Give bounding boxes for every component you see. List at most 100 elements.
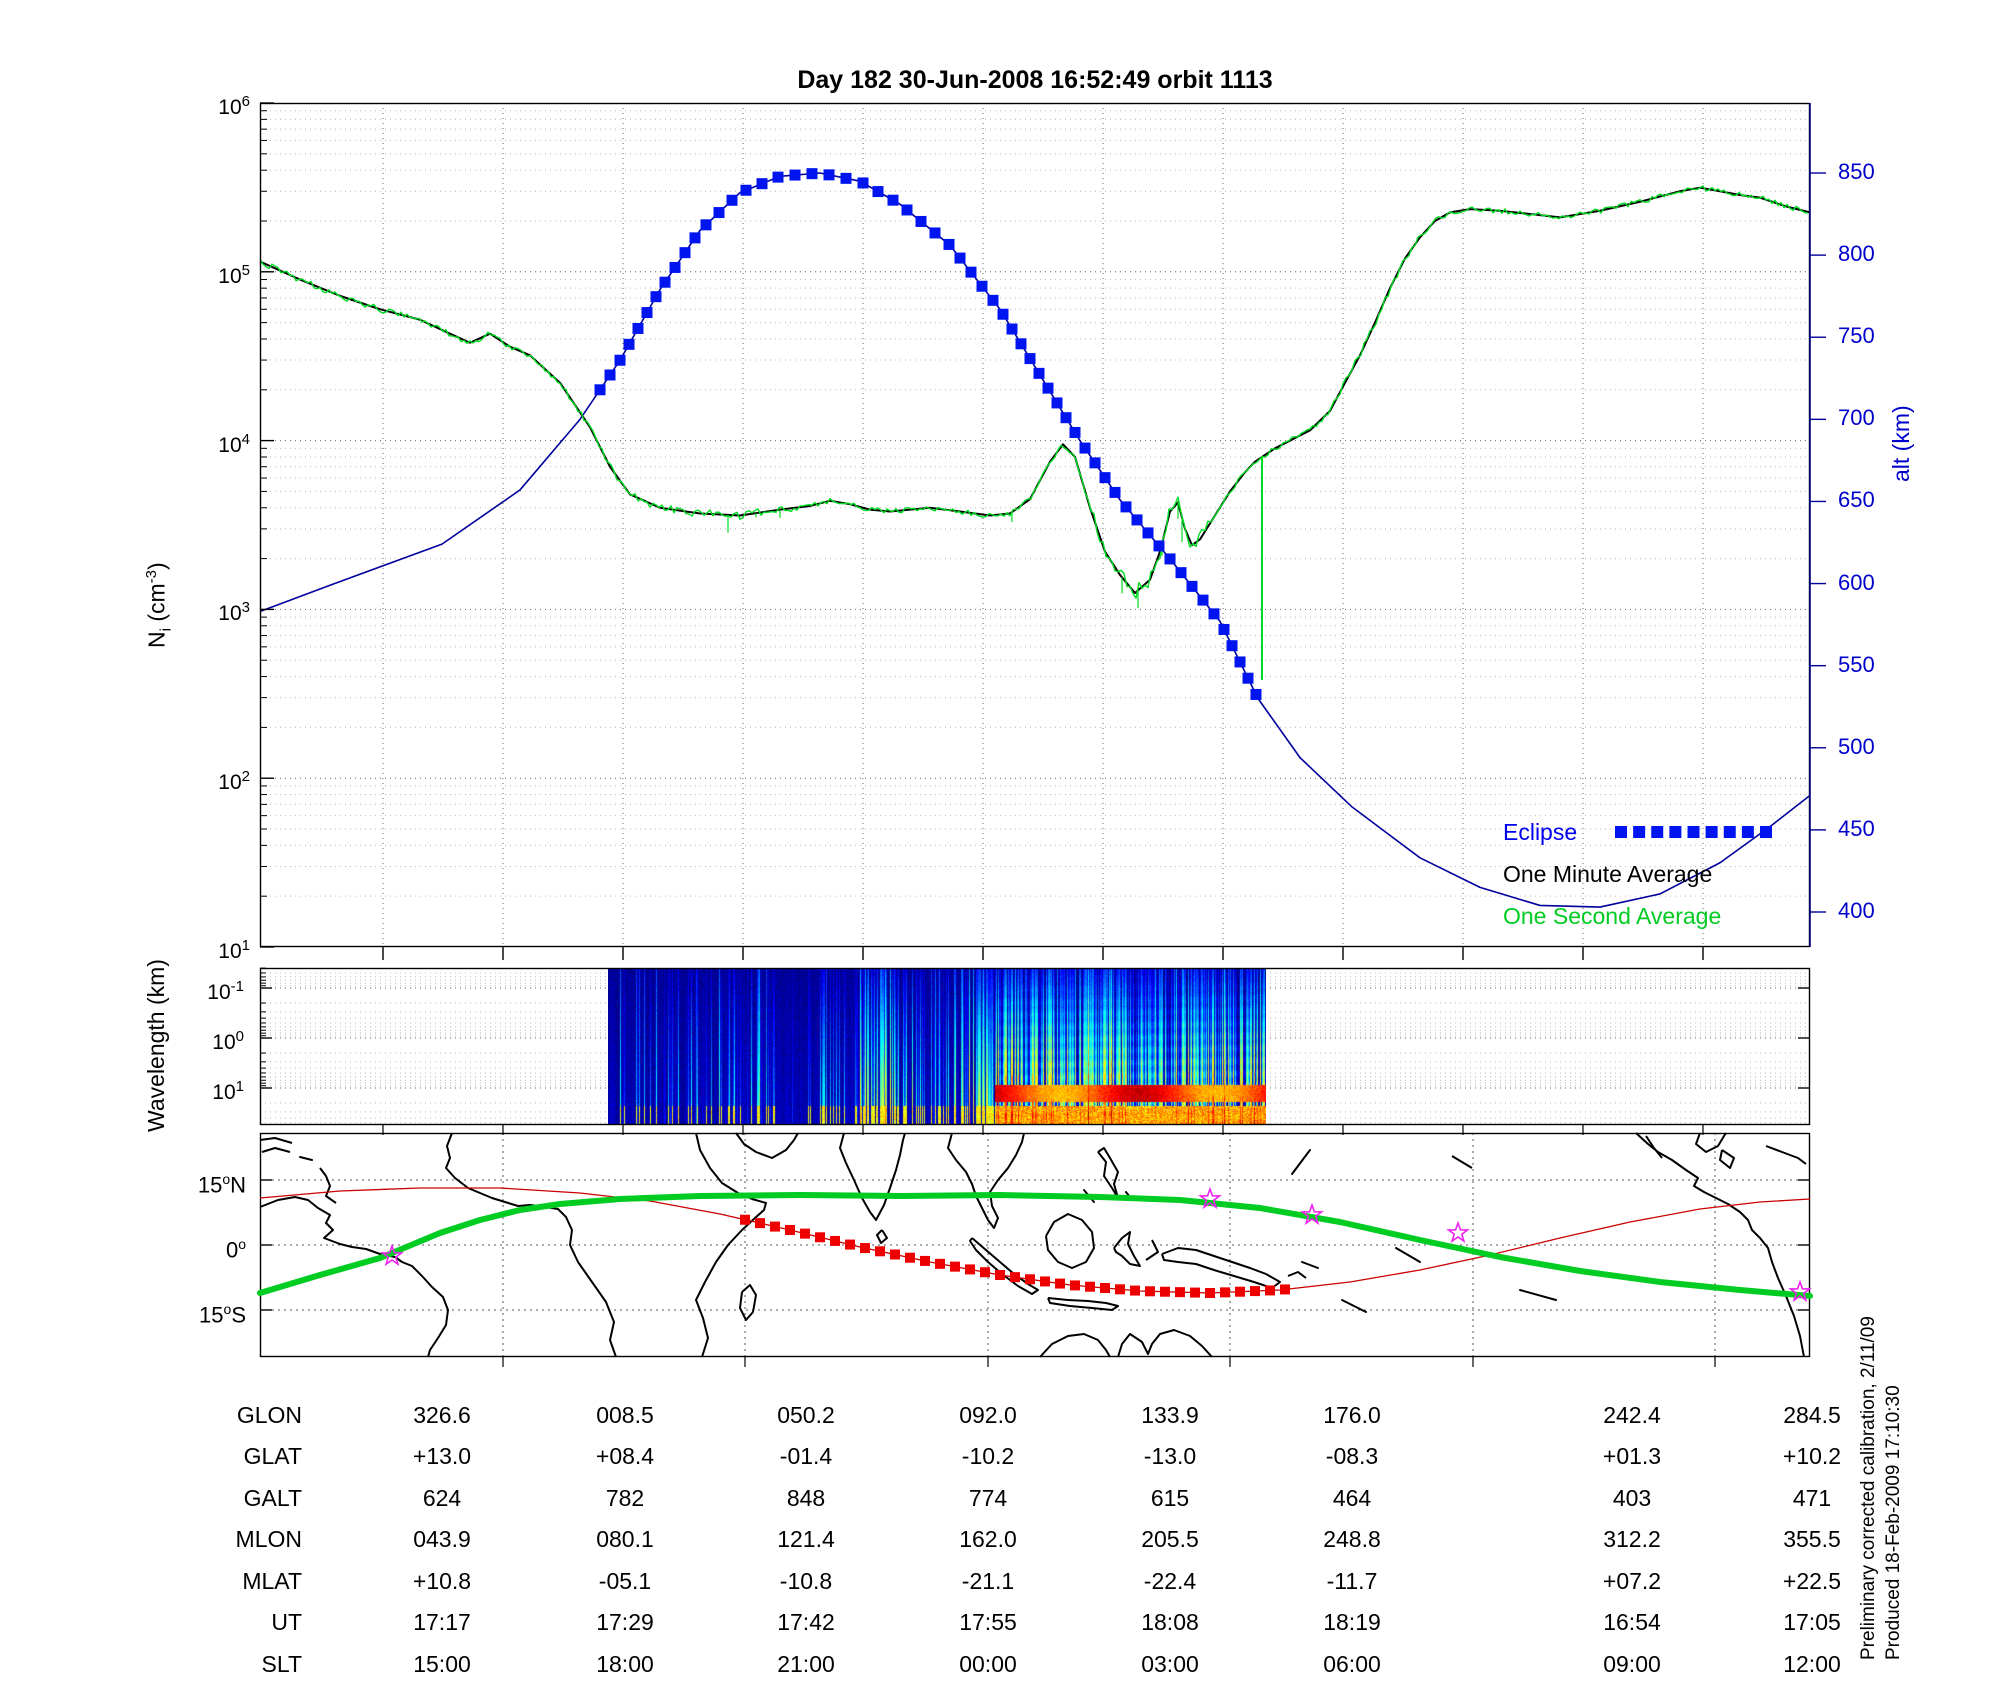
legend-one-second: One Second Average [1503,903,1722,929]
coastline [739,1284,757,1321]
coastline [1039,1333,1111,1358]
ni-tick-label: 102 [218,768,250,795]
table-cell-galt-3: 848 [786,1485,826,1511]
table-cell-mlat-7: +07.2 [1602,1568,1662,1594]
table-cell-galt-1: 624 [422,1485,462,1511]
coastline [1719,1149,1735,1169]
eclipse-marker [1226,640,1238,652]
map-eclipse-marker [905,1252,915,1263]
table-cell-galt-8: 471 [1792,1485,1832,1511]
eclipse-marker [1197,594,1209,606]
table-cell-slt-2: 18:00 [596,1651,654,1677]
wavelength-tick-label: 10-1 [207,978,244,1004]
map-lat-tick-label: 15oN [197,1171,246,1198]
coastline [1291,1149,1311,1175]
table-cell-mlat-4: -21.1 [961,1568,1015,1594]
eclipse-marker [1006,323,1018,335]
table-row-label-mlat: MLAT [242,1568,302,1594]
map-eclipse-marker [1025,1274,1035,1285]
coastline [1341,1299,1367,1313]
coastline [1117,1329,1213,1358]
map-lat-tick-label: 15oS [199,1301,246,1328]
table-cell-mlon-8: 355.5 [1783,1526,1841,1552]
table-cell-glat-4: -10.2 [961,1443,1015,1469]
eclipse-marker [1153,540,1165,552]
eclipse-marker [1033,367,1045,379]
legend-eclipse-marker [1615,826,1627,838]
table-cell-glon-2: 008.5 [596,1402,654,1428]
altitude-curve [259,172,1811,908]
table-cell-slt-1: 15:00 [413,1651,471,1677]
eclipse-marker [614,354,626,366]
table-row-label-glon: GLON [236,1402,302,1428]
star-marker [380,1243,404,1267]
table-cell-mlat-8: +22.5 [1782,1568,1842,1594]
alt-tick-label: 650 [1838,487,1875,513]
map-eclipse-marker [755,1218,765,1229]
map-eclipse-marker [980,1267,990,1278]
eclipse-marker [872,186,884,198]
coastline [1395,1247,1421,1263]
coastline [445,1132,617,1358]
map-eclipse-marker [1250,1286,1260,1297]
alt-tick-label: 800 [1838,241,1875,267]
table-cell-mlon-7: 312.2 [1603,1526,1661,1552]
table-cell-ut-5: 18:08 [1141,1609,1199,1635]
table-row-label-ut: UT [271,1609,302,1635]
ni-tick-label: 105 [218,261,250,288]
map-eclipse-marker [1280,1284,1290,1295]
footer-produced-note: Produced 18-Feb-2009 17:10:30 [1883,1385,1904,1660]
table-cell-ut-1: 17:17 [413,1609,471,1635]
map-eclipse-marker [1055,1278,1065,1289]
map-eclipse-marker [1070,1280,1080,1291]
eclipse-marker [1242,672,1254,684]
alt-axis-label: alt (km) [1888,405,1914,482]
table-row-label-mlon: MLON [235,1526,302,1552]
coastline [735,1132,799,1159]
eclipse-marker [1051,397,1063,409]
coastline [1765,1145,1807,1165]
map-eclipse-marker [1265,1285,1275,1296]
map-eclipse-marker [1190,1287,1200,1298]
legend-eclipse-marker [1741,826,1754,838]
table-cell-mlat-3: -10.8 [779,1568,833,1594]
legend-eclipse-marker [1651,826,1664,838]
star-marker [1446,1220,1470,1244]
eclipse-marker [1109,486,1121,498]
table-cell-glat-2: +08.4 [595,1443,655,1469]
eclipse-marker [1164,553,1176,565]
coastline [1519,1289,1557,1301]
map-eclipse-marker [1115,1284,1125,1295]
eclipse-marker [1069,426,1081,438]
coastline [259,1196,449,1358]
map-eclipse-marker [770,1221,780,1232]
eclipse-marker [887,194,899,206]
legend-eclipse-marker [1669,826,1682,838]
star-marker [1788,1279,1812,1303]
eclipse-marker [1042,382,1054,394]
table-row-label-glat: GLAT [243,1443,302,1469]
eclipse-marker [604,369,616,381]
table-cell-mlon-2: 080.1 [596,1526,654,1552]
eclipse-marker [756,178,768,190]
alt-tick-label: 400 [1838,898,1875,923]
coastline [1635,1132,1805,1358]
legend-eclipse-marker [1687,826,1700,838]
coastline [695,1132,767,1358]
coastline [299,1156,313,1161]
wavelength-spectrogram-canvas [608,969,1266,1124]
alt-tick-label: 450 [1838,815,1875,841]
table-cell-galt-4: 774 [968,1485,1008,1511]
table-cell-glon-7: 242.4 [1603,1402,1661,1428]
wavelength-tick-label: 101 [212,1078,244,1104]
map-eclipse-marker [890,1249,900,1260]
table-cell-ut-7: 16:54 [1603,1609,1661,1635]
table-cell-ut-8: 17:05 [1783,1609,1841,1635]
table-cell-mlat-1: +10.8 [412,1568,472,1594]
map-eclipse-marker [1205,1288,1215,1298]
coastline [1113,1231,1141,1267]
eclipse-marker [1186,580,1198,592]
eclipse-marker [1060,412,1072,424]
map-eclipse-marker [1175,1287,1185,1298]
